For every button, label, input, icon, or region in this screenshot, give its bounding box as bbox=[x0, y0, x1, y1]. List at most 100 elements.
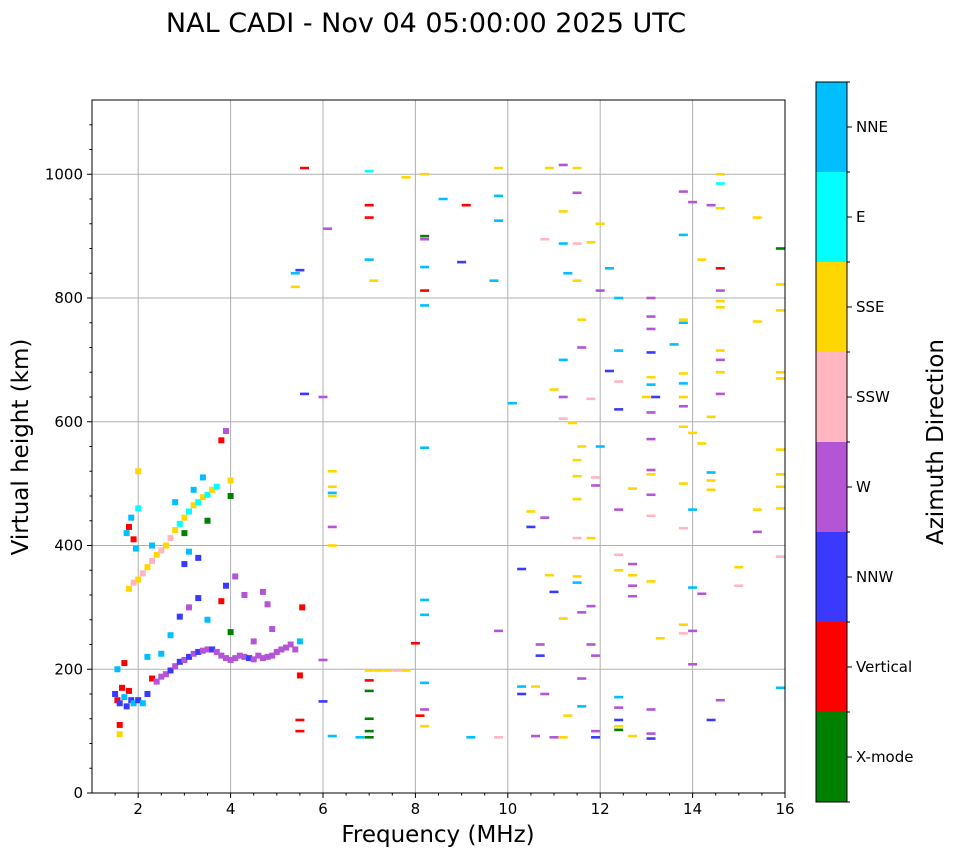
data-point bbox=[715, 299, 725, 303]
colorbar-tick-label: SSE bbox=[856, 298, 885, 316]
data-point bbox=[195, 648, 202, 655]
data-point bbox=[176, 613, 183, 620]
data-point bbox=[287, 641, 294, 648]
data-point bbox=[595, 445, 605, 448]
data-point bbox=[123, 530, 130, 537]
data-point bbox=[290, 271, 300, 275]
data-point bbox=[236, 652, 243, 659]
colorbar-frame bbox=[815, 81, 848, 803]
data-point bbox=[628, 594, 638, 598]
data-point bbox=[572, 279, 582, 282]
data-point bbox=[646, 383, 656, 386]
data-point bbox=[186, 653, 193, 660]
data-point bbox=[327, 494, 337, 498]
data-point bbox=[572, 242, 582, 245]
data-point bbox=[364, 216, 374, 219]
data-point bbox=[688, 586, 698, 589]
data-point bbox=[364, 203, 374, 207]
data-point bbox=[775, 448, 785, 451]
data-point bbox=[549, 736, 559, 739]
data-point bbox=[540, 237, 550, 241]
data-point bbox=[327, 544, 337, 547]
data-point bbox=[577, 677, 587, 680]
data-point bbox=[494, 194, 504, 198]
data-point bbox=[577, 318, 587, 321]
data-point bbox=[646, 437, 656, 441]
data-point bbox=[558, 417, 568, 420]
data-point bbox=[383, 669, 393, 672]
data-point bbox=[646, 296, 656, 300]
data-point bbox=[614, 706, 624, 709]
x-tick-label: 4 bbox=[226, 800, 236, 818]
data-point bbox=[688, 200, 698, 204]
data-point bbox=[494, 736, 504, 739]
data-point bbox=[181, 514, 188, 521]
data-point bbox=[715, 305, 725, 309]
data-point bbox=[420, 681, 430, 685]
data-point bbox=[517, 692, 527, 696]
data-point bbox=[706, 718, 716, 722]
x-tick-label: 2 bbox=[133, 800, 143, 818]
data-point bbox=[646, 327, 656, 331]
data-point bbox=[586, 241, 596, 244]
data-point bbox=[641, 395, 651, 399]
data-point bbox=[715, 267, 725, 270]
data-point bbox=[628, 487, 638, 490]
data-point bbox=[591, 484, 601, 487]
data-point bbox=[577, 445, 587, 448]
data-point bbox=[300, 166, 310, 170]
data-point bbox=[176, 520, 183, 527]
data-point bbox=[614, 296, 624, 300]
data-point bbox=[706, 415, 716, 419]
y-tick-label: 600 bbox=[54, 413, 83, 431]
x-axis: 2 4 6 8 10 12 14 16 bbox=[114, 793, 795, 818]
data-point bbox=[669, 343, 679, 346]
data-point bbox=[494, 629, 504, 633]
data-point bbox=[186, 548, 193, 555]
data-point bbox=[250, 656, 257, 663]
data-point bbox=[494, 166, 504, 170]
data-point bbox=[614, 728, 624, 732]
data-point bbox=[128, 697, 135, 704]
data-point bbox=[595, 289, 605, 292]
data-point bbox=[466, 736, 476, 739]
data-point bbox=[259, 655, 266, 662]
data-point bbox=[213, 483, 220, 490]
colorbar-tick-label: X-mode bbox=[856, 748, 913, 766]
data-point bbox=[283, 644, 290, 651]
data-point bbox=[678, 382, 688, 385]
colorbar-label: Azimuth Direction bbox=[923, 339, 949, 545]
data-point bbox=[204, 491, 211, 498]
data-point bbox=[697, 442, 707, 445]
data-point bbox=[158, 650, 165, 657]
data-points bbox=[112, 163, 785, 740]
data-point bbox=[410, 641, 420, 645]
data-point bbox=[628, 584, 638, 588]
data-point bbox=[130, 536, 137, 543]
data-point bbox=[591, 729, 601, 733]
data-point bbox=[572, 474, 582, 478]
data-point bbox=[688, 663, 698, 666]
data-point bbox=[420, 265, 430, 269]
colorbar-segment bbox=[816, 532, 847, 622]
data-point bbox=[241, 653, 248, 660]
data-point bbox=[420, 724, 430, 728]
y-axis: 0 200 400 600 800 1000 bbox=[45, 124, 92, 802]
data-point bbox=[628, 573, 638, 577]
data-point bbox=[678, 425, 688, 428]
data-point bbox=[162, 671, 169, 678]
data-point bbox=[209, 486, 216, 493]
data-point bbox=[531, 734, 541, 738]
data-point bbox=[586, 604, 596, 608]
data-point bbox=[172, 499, 179, 506]
data-point bbox=[614, 408, 624, 411]
data-point bbox=[688, 431, 698, 435]
data-point bbox=[586, 397, 596, 401]
data-point bbox=[678, 623, 688, 626]
data-point bbox=[186, 604, 193, 611]
data-point bbox=[246, 655, 253, 662]
data-point bbox=[558, 736, 568, 739]
data-point bbox=[572, 575, 582, 578]
data-point bbox=[135, 697, 142, 704]
data-point bbox=[204, 517, 211, 524]
